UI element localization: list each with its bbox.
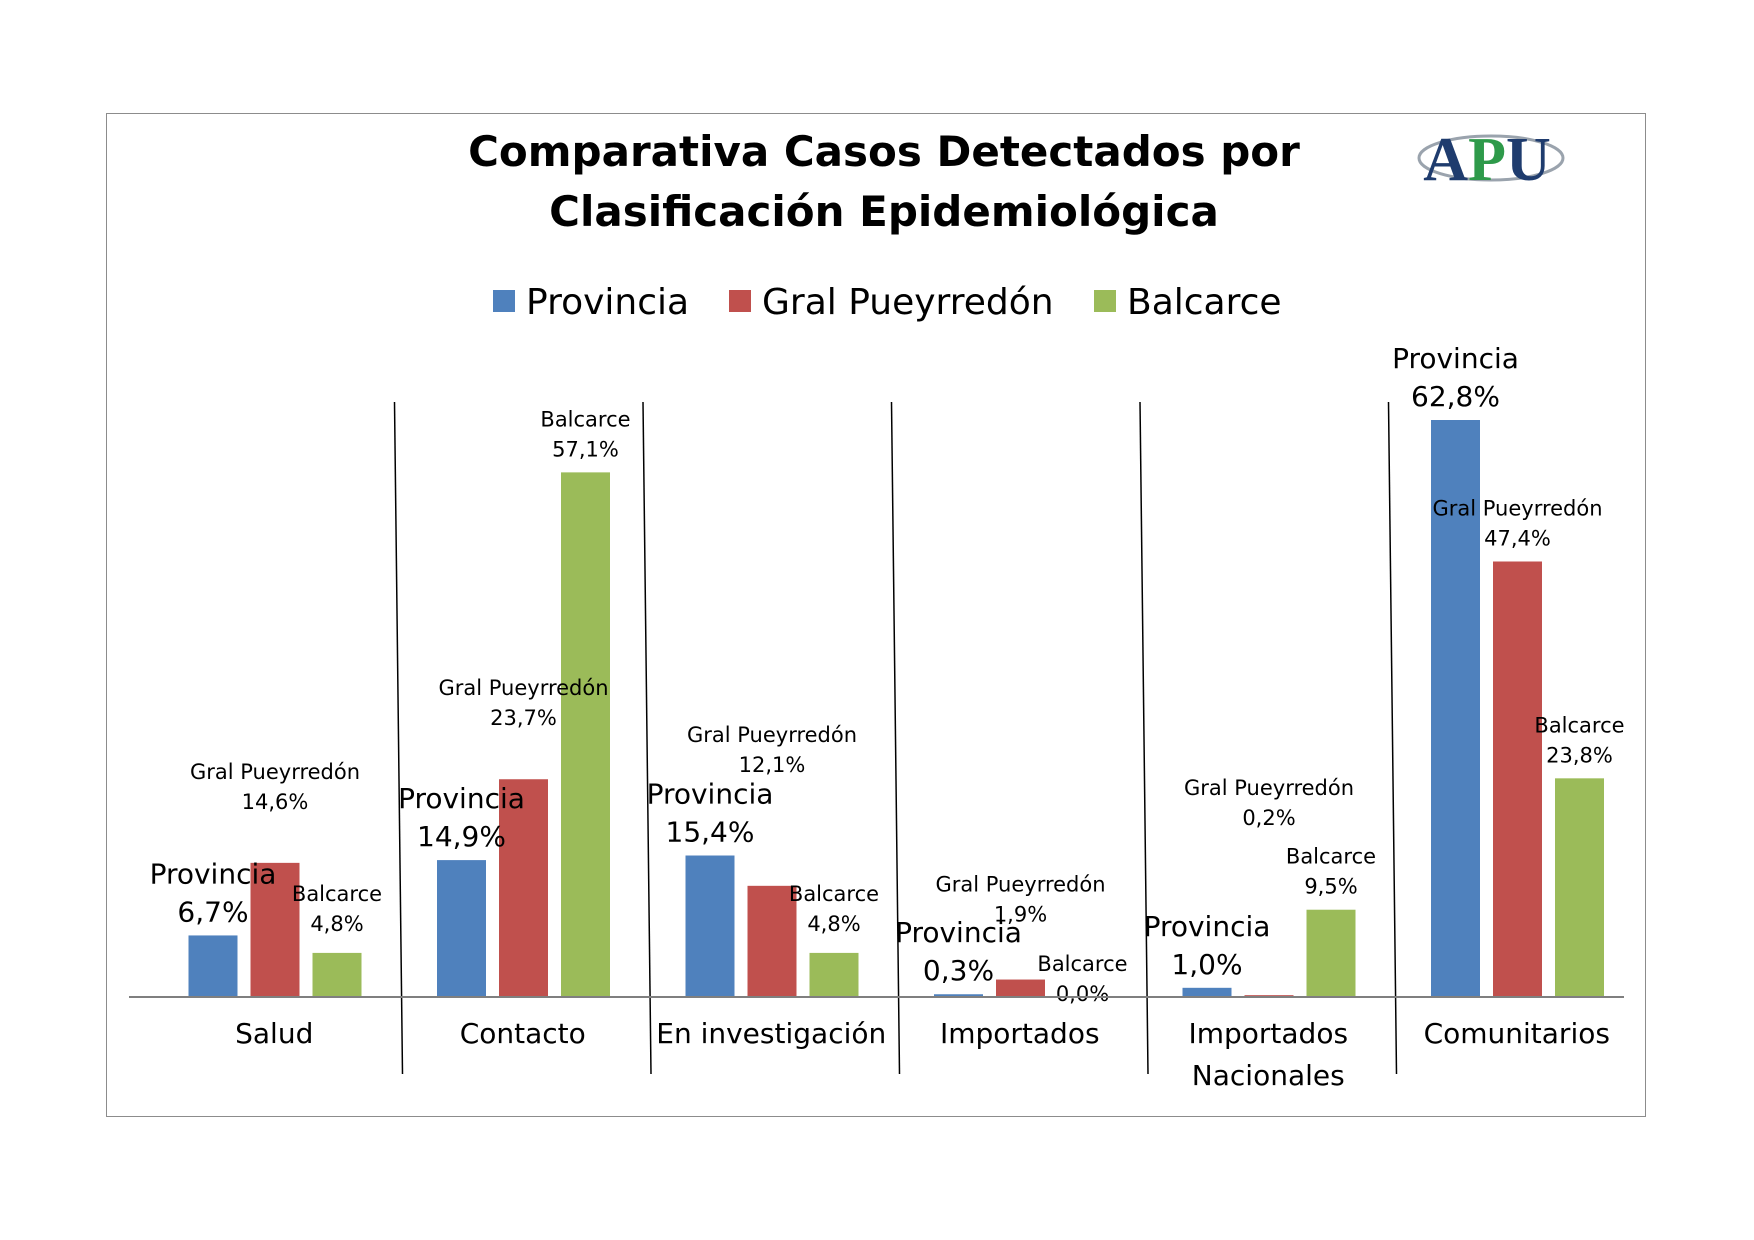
chart-title-line: Comparativa Casos Detectados por: [468, 127, 1300, 176]
data-label-series: Balcarce: [292, 882, 382, 906]
bar: [747, 885, 797, 997]
x-tick-label: Salud: [235, 1017, 313, 1050]
bar: [1431, 420, 1480, 997]
data-label-series: Balcarce: [1534, 713, 1624, 737]
data-label-value: 9,5%: [1304, 875, 1357, 899]
logo-letter: P: [1468, 126, 1506, 194]
data-label-series: Gral Pueyrredón: [438, 676, 608, 700]
data-label-series: Provincia: [150, 857, 277, 890]
data-label-series: Balcarce: [540, 407, 630, 431]
data-label-value: 23,7%: [490, 706, 557, 730]
data-label-value: 15,4%: [666, 816, 755, 849]
data-labels: Provincia 6,7% Gral Pueyrredón 14,6% Balcarc…: [150, 342, 1625, 1006]
category-divider: [1387, 401, 1398, 1075]
bar: [934, 994, 983, 997]
chart-title: Comparativa Casos Detectados por Clasific…: [468, 127, 1300, 236]
data-label-series: Gral Pueyrredón: [687, 723, 857, 747]
x-tick-label: En investigación: [656, 1017, 886, 1050]
legend-swatch: [729, 290, 751, 312]
data-label-series: Provincia: [1392, 342, 1519, 375]
data-label-series: Balcarce: [789, 882, 879, 906]
x-tick-label: Nacionales: [1192, 1059, 1345, 1092]
bar: [188, 935, 238, 997]
data-label-series: Gral Pueyrredón: [935, 873, 1105, 897]
bar: [1306, 909, 1356, 997]
category-divider: [890, 401, 901, 1075]
bar: [1182, 987, 1232, 997]
data-label-series: Provincia: [895, 916, 1022, 949]
x-tick-label: Importados: [1188, 1017, 1348, 1050]
bar: [809, 952, 859, 997]
data-label-value: 62,8%: [1411, 380, 1500, 413]
logo-swoosh: [1417, 134, 1565, 182]
legend-swatch: [493, 290, 515, 312]
chart-legend: Provincia Gral Pueyrredón Balcarce: [493, 282, 1282, 323]
bar: [1493, 561, 1542, 997]
data-label-value: 14,6%: [242, 790, 309, 814]
data-label-value: 0,0%: [1056, 982, 1109, 1006]
category-divider: [1139, 401, 1149, 1075]
data-label-value: 1,0%: [1171, 948, 1242, 981]
legend-swatch: [1094, 290, 1116, 312]
data-label-value: 23,8%: [1546, 743, 1613, 767]
data-label-series: Provincia: [647, 778, 774, 811]
data-label-value: 0,2%: [1242, 806, 1295, 830]
data-label-series: Gral Pueyrredón: [1184, 776, 1354, 800]
logo-letter: U: [1506, 126, 1551, 194]
data-label-value: 4,8%: [310, 912, 363, 936]
x-tick-label: Comunitarios: [1424, 1017, 1610, 1050]
bar: [996, 979, 1045, 997]
data-label-series: Provincia: [1144, 910, 1271, 943]
data-label-value: 1,9%: [994, 903, 1047, 927]
bar: [1555, 778, 1604, 997]
data-label-series: Balcarce: [1286, 845, 1376, 869]
data-label-series: Provincia: [398, 782, 525, 815]
data-label-series: Gral Pueyrredón: [1432, 496, 1602, 520]
category-divider: [393, 401, 404, 1075]
legend-label: Provincia: [526, 282, 689, 323]
bar: [437, 860, 486, 997]
bar: [685, 855, 735, 997]
chart-title-line: Clasificación Epidemiológica: [549, 187, 1219, 236]
apu-logo: APU: [1417, 126, 1565, 194]
data-label-value: 6,7%: [177, 895, 248, 928]
data-label-series: Balcarce: [1037, 952, 1127, 976]
data-label-value: 4,8%: [807, 912, 860, 936]
data-label-series: Gral Pueyrredón: [190, 760, 360, 784]
x-tick-label: Contacto: [460, 1017, 586, 1050]
data-label-value: 47,4%: [1484, 526, 1551, 550]
data-label-value: 57,1%: [552, 437, 619, 461]
data-label-value: 0,3%: [923, 954, 994, 987]
x-axis: Salud Contacto En investigación Importados I…: [129, 996, 1624, 1092]
bar: [312, 952, 362, 997]
category-dividers: [393, 401, 1398, 1075]
category-divider: [642, 401, 652, 1075]
bar: [250, 862, 300, 997]
chart-frame: Comparativa Casos Detectados por Clasific…: [106, 113, 1646, 1117]
bar: [561, 472, 610, 997]
logo-text: APU: [1423, 126, 1550, 194]
bar: [499, 779, 548, 997]
data-label-value: 12,1%: [739, 753, 806, 777]
bar-chart: Comparativa Casos Detectados por Clasific…: [129, 126, 1625, 1092]
data-label-value: 14,9%: [417, 820, 506, 853]
bars: [188, 420, 1604, 997]
x-tick-label: Importados: [940, 1017, 1100, 1050]
legend-label: Balcarce: [1127, 282, 1282, 323]
logo-letter: A: [1423, 126, 1468, 194]
legend-label: Gral Pueyrredón: [762, 282, 1054, 323]
